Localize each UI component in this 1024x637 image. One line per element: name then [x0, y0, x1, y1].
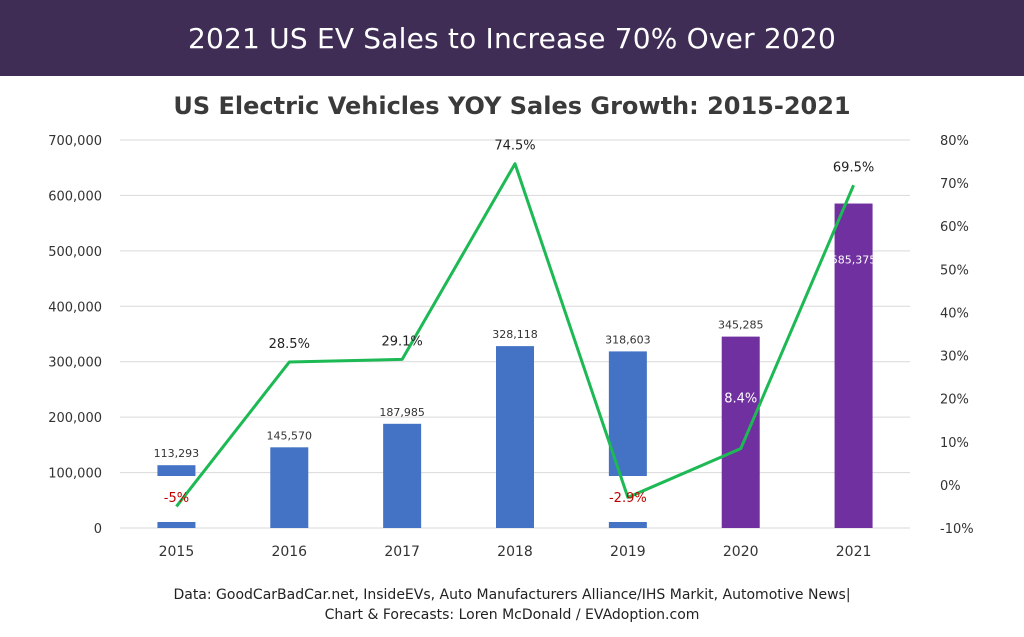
y-left-tick-label: 700,000: [48, 134, 102, 149]
x-tick-label: 2017: [384, 544, 420, 560]
y-left-tick-label: 500,000: [48, 245, 102, 260]
y-right-tick-label: 60%: [940, 220, 969, 235]
y-right-tick-label: 30%: [940, 350, 969, 365]
bar-value-label: 113,293: [154, 447, 200, 460]
growth-label: 74.5%: [494, 139, 535, 154]
growth-label: -5%: [164, 491, 189, 506]
sales-bar: [270, 447, 309, 528]
sales-bar: [496, 346, 534, 528]
x-tick-label: 2018: [497, 544, 533, 560]
y-left-tick-label: 100,000: [48, 467, 102, 482]
credit-data-sources: Data: GoodCarBadCar.net, InsideEVs, Auto…: [173, 587, 851, 603]
y-left-tick-label: 300,000: [48, 356, 102, 371]
growth-line: [175, 162, 855, 508]
y-right-tick-label: 20%: [940, 393, 969, 408]
bar-value-label: 145,570: [267, 429, 313, 442]
y-left-tick-label: 0: [94, 522, 102, 537]
ev-sales-chart: US Electric Vehicles YOY Sales Growth: 2…: [48, 92, 974, 560]
growth-label: -2.9%: [609, 491, 647, 506]
y-right-tick-label: 0%: [940, 479, 961, 494]
header-banner: 2021 US EV Sales to Increase 70% Over 20…: [0, 0, 1024, 76]
growth-label: 29.1%: [381, 334, 422, 349]
y-right-tick-label: 50%: [940, 263, 969, 278]
credit-author: Chart & Forecasts: Loren McDonald / EVAd…: [324, 607, 700, 623]
label-backing: [607, 476, 648, 522]
growth-label: 69.5%: [833, 160, 874, 175]
y-right-tick-label: 80%: [940, 134, 969, 149]
growth-label: 8.4%: [724, 392, 757, 407]
chart-title: US Electric Vehicles YOY Sales Growth: 2…: [173, 92, 850, 120]
sales-bar: [834, 203, 873, 528]
sales-bar: [383, 423, 422, 528]
x-tick-label: 2015: [159, 544, 195, 560]
bar-value-label: 345,285: [718, 319, 764, 332]
label-backing: [156, 476, 197, 522]
y-right-tick-label: 40%: [940, 306, 969, 321]
banner-title: 2021 US EV Sales to Increase 70% Over 20…: [188, 21, 836, 55]
x-tick-label: 2020: [723, 544, 759, 560]
bar-value-label: 328,118: [492, 328, 538, 341]
x-tick-label: 2021: [836, 544, 872, 560]
y-left-tick-label: 200,000: [48, 411, 102, 426]
y-left-tick-label: 600,000: [48, 189, 102, 204]
bar-value-label: 187,985: [379, 406, 425, 419]
bar-value-label: 318,603: [605, 333, 651, 346]
growth-label: 28.5%: [269, 337, 310, 352]
y-right-tick-label: 70%: [940, 177, 969, 192]
bar-value-label: 585,375: [831, 254, 877, 267]
y-left-tick-label: 400,000: [48, 300, 102, 315]
y-right-tick-label: -10%: [940, 522, 974, 537]
x-tick-label: 2016: [271, 544, 307, 560]
sales-bar: [721, 336, 760, 528]
y-right-tick-label: 10%: [940, 436, 969, 451]
x-tick-label: 2019: [610, 544, 646, 560]
